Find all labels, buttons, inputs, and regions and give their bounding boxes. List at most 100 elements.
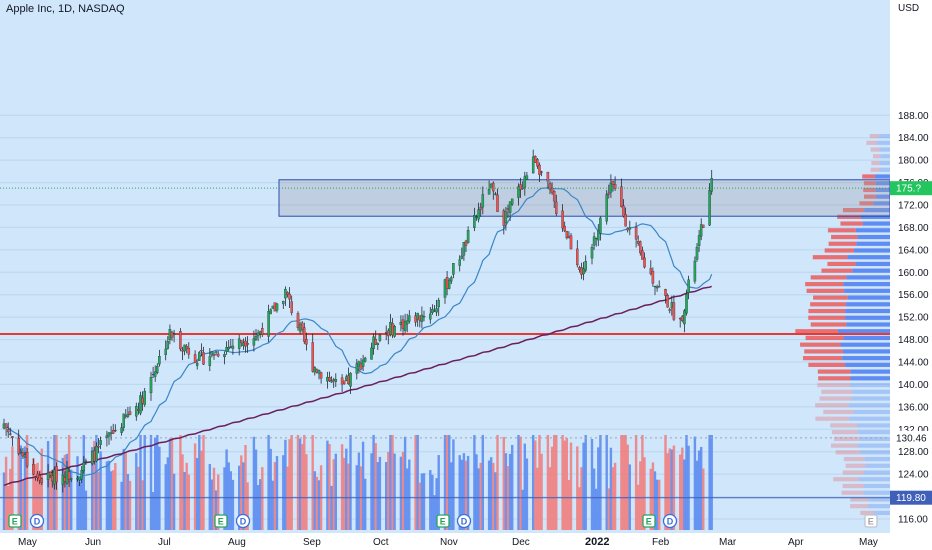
candle-body [477, 209, 480, 220]
volume-bar [170, 437, 174, 530]
volume-profile-bar [870, 147, 880, 152]
volume-profile-bar [808, 315, 846, 320]
volume-bar [223, 467, 226, 530]
volume-bar [517, 435, 520, 530]
candle-body [536, 159, 539, 167]
candle-body [46, 472, 50, 480]
volume-profile-bar [815, 403, 849, 408]
volume-profile-bar [862, 174, 875, 179]
candle-body [607, 192, 611, 195]
earnings-marker: E [864, 514, 878, 528]
candle-body [643, 257, 646, 268]
candle-body [609, 182, 613, 193]
candle-body [183, 344, 186, 352]
volume-bar [641, 435, 644, 530]
candle-body [634, 227, 638, 240]
volume-bar [466, 455, 470, 530]
volume-bar [634, 435, 638, 530]
volume-bar [34, 464, 37, 530]
candle-body [599, 217, 602, 234]
candle-body [63, 477, 67, 482]
sma-long-line [3, 285, 712, 487]
volume-bar [637, 484, 640, 530]
volume-profile-bar [878, 134, 890, 139]
candle-body [517, 186, 520, 198]
volume-profile-bar [863, 470, 890, 475]
volume-bar [332, 459, 335, 530]
volume-bar [139, 435, 142, 530]
volume-bar [78, 482, 81, 530]
candle-body [193, 354, 197, 364]
candle-body [510, 198, 514, 205]
volume-bar [82, 435, 85, 530]
candle-body [216, 353, 220, 357]
volume-bar [246, 482, 249, 530]
volume-bar [109, 471, 113, 530]
candle-body [531, 156, 535, 174]
volume-profile-bar [863, 181, 876, 186]
volume-profile-bar [804, 349, 843, 354]
volume-bar [340, 444, 344, 530]
candle-body [202, 352, 205, 365]
volume-bar [445, 435, 449, 530]
candle-body [313, 367, 317, 373]
volume-profile-bar [873, 201, 890, 206]
candle-body [361, 359, 365, 367]
candle-body [69, 478, 73, 480]
volume-bar [595, 488, 598, 530]
volume-bar [399, 456, 403, 530]
candle-body [181, 349, 184, 352]
candle-body [139, 395, 142, 414]
volume-bar [435, 478, 438, 530]
x-tick-label: Feb [652, 537, 670, 548]
volume-bar [649, 468, 652, 530]
candle-body [326, 377, 329, 382]
candle-body [311, 342, 314, 372]
candle-body [303, 327, 306, 342]
candle-body [114, 430, 117, 432]
candle-body [620, 186, 623, 207]
dividend-marker: D [29, 513, 45, 529]
volume-bar [32, 458, 35, 530]
x-tick-label: Apr [788, 537, 804, 548]
candle-body [300, 322, 304, 330]
volume-bar [84, 490, 88, 530]
volume-bar [697, 450, 701, 530]
volume-profile-bar [855, 261, 890, 267]
volume-bar [49, 470, 52, 530]
candle-body [275, 303, 279, 311]
volume-bar [158, 446, 161, 530]
sma-short-line [3, 187, 713, 477]
volume-bar [523, 443, 526, 530]
volume-profile-bar [869, 134, 879, 139]
volume-bar [458, 455, 461, 530]
volume-bar [347, 463, 350, 530]
volume-bar [490, 457, 493, 530]
volume-profile-bar [819, 396, 852, 401]
volume-bar [555, 435, 558, 530]
volume-bar [590, 438, 594, 530]
volume-profile-bar [827, 228, 856, 233]
candle-body [538, 164, 541, 175]
candle-body [489, 183, 493, 189]
candle-body [582, 268, 585, 275]
candle-body [699, 224, 703, 237]
volume-bar [494, 472, 497, 530]
y-tick-label: 168.00 [898, 223, 929, 234]
candle-body [376, 343, 380, 346]
candle-body [416, 312, 419, 320]
earnings-marker: E [642, 514, 656, 528]
volume-profile-bar [812, 255, 848, 260]
volume-bar [149, 435, 153, 530]
volume-profile-bar [874, 174, 890, 179]
volume-bar [269, 448, 272, 530]
candle-body [357, 361, 361, 367]
volume-bar [124, 453, 127, 530]
volume-bar [508, 453, 512, 530]
candle-body [48, 471, 52, 476]
volume-bar [181, 454, 184, 530]
volume-bar [597, 447, 600, 530]
volume-profile-bar [833, 477, 859, 482]
volume-bar [481, 435, 484, 530]
